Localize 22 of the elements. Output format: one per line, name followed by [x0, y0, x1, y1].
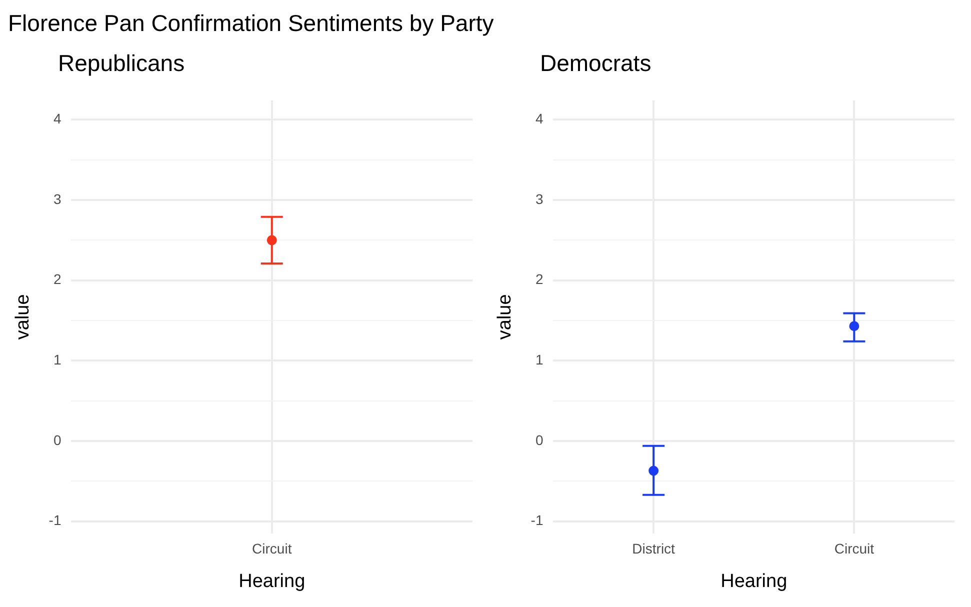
y-tick-label: 4: [535, 110, 544, 127]
y-tick-label: 1: [535, 352, 544, 368]
x-axis-title: Hearing: [238, 570, 306, 592]
y-tick-label: 4: [53, 110, 62, 127]
y-tick-label: 0: [53, 432, 62, 448]
y-tick-label: 3: [53, 190, 62, 207]
y-axis-title: value: [494, 294, 516, 340]
x-axis-title: Hearing: [720, 570, 788, 592]
y-tick-label: 0: [535, 432, 544, 448]
y-tick-label: -1: [48, 512, 62, 528]
x-tick-label: District: [632, 540, 676, 557]
chart-title: Florence Pan Confirmation Sentiments by Party: [8, 9, 495, 38]
chart-subtitle: Republicans: [57, 50, 186, 78]
chart-title: Democrats: [539, 50, 652, 78]
y-tick-label: 1: [53, 352, 62, 368]
y-tick-label: -1: [530, 512, 544, 528]
x-tick-label: Circuit: [252, 540, 292, 557]
y-tick-label: 2: [53, 271, 62, 288]
y-tick-label: 3: [535, 190, 544, 207]
x-tick-label: Circuit: [834, 540, 874, 557]
y-axis-title: value: [12, 294, 34, 340]
y-tick-label: 2: [535, 271, 544, 288]
